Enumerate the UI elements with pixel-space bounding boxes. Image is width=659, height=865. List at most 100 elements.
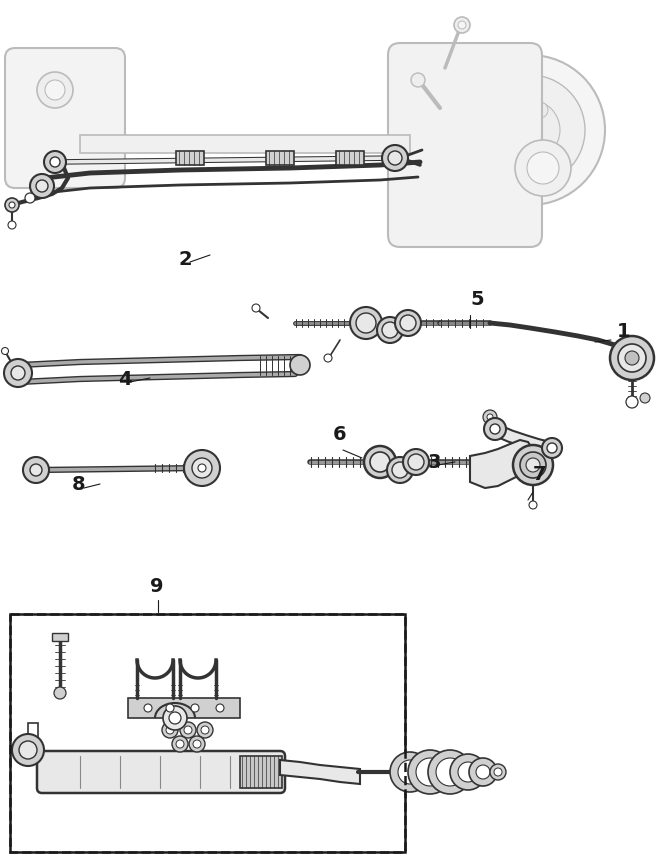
Bar [176,151,204,165]
Circle shape [198,464,206,472]
Circle shape [37,72,73,108]
Circle shape [542,438,562,458]
Circle shape [626,396,638,408]
Text: 8: 8 [72,475,86,494]
Circle shape [189,736,205,752]
Circle shape [184,726,192,734]
Circle shape [356,313,376,333]
Circle shape [500,100,560,160]
Circle shape [184,450,220,486]
Bar [240,756,282,788]
Bar [80,135,410,153]
Circle shape [416,758,444,786]
Circle shape [408,454,424,470]
Circle shape [515,140,571,196]
FancyBboxPatch shape [388,43,542,247]
Circle shape [450,754,486,790]
Bar [10,614,405,852]
Text: 4: 4 [118,370,132,389]
Circle shape [483,410,497,424]
Circle shape [382,145,408,171]
Bar [10,614,405,852]
Circle shape [5,198,19,212]
Circle shape [27,746,39,758]
Circle shape [197,722,213,738]
Circle shape [163,706,187,730]
Circle shape [392,462,408,478]
Circle shape [180,722,196,738]
Circle shape [469,758,497,786]
Circle shape [54,687,66,699]
Circle shape [625,351,639,365]
Circle shape [364,446,396,478]
Circle shape [490,424,500,434]
Circle shape [547,443,557,453]
Circle shape [193,740,201,748]
Circle shape [290,355,310,375]
Circle shape [382,322,398,338]
Circle shape [408,750,452,794]
Circle shape [166,704,174,712]
Circle shape [1,348,9,355]
Circle shape [458,21,466,29]
Circle shape [476,765,490,779]
Circle shape [9,202,15,208]
Circle shape [36,180,48,192]
Bar [266,151,294,165]
Circle shape [529,501,537,509]
Circle shape [350,307,382,339]
Circle shape [216,704,224,712]
Circle shape [201,726,209,734]
Circle shape [526,458,540,472]
Bar [336,151,364,165]
Circle shape [44,151,66,173]
Circle shape [513,445,553,485]
Circle shape [390,752,430,792]
Circle shape [144,704,152,712]
Circle shape [395,310,421,336]
Text: 5: 5 [470,290,484,309]
Circle shape [527,152,559,184]
Bar [28,723,38,745]
Text: 2: 2 [178,250,192,269]
Circle shape [403,449,429,475]
Circle shape [11,366,25,380]
Circle shape [192,458,212,478]
Circle shape [324,354,332,362]
Text: 1: 1 [617,322,631,341]
Circle shape [400,315,416,331]
Circle shape [8,221,16,229]
Circle shape [166,726,174,734]
Circle shape [428,750,472,794]
Text: 9: 9 [150,577,163,596]
Circle shape [370,452,390,472]
Circle shape [4,359,32,387]
Circle shape [377,317,403,343]
Text: 7: 7 [533,465,546,484]
Circle shape [23,457,49,483]
Circle shape [12,734,44,766]
Circle shape [411,73,425,87]
Circle shape [191,704,199,712]
Circle shape [436,758,464,786]
Circle shape [25,193,35,203]
Circle shape [387,457,413,483]
Circle shape [252,304,260,312]
Circle shape [475,75,585,185]
Circle shape [454,17,470,33]
Circle shape [169,712,181,724]
Circle shape [610,336,654,380]
Circle shape [45,80,65,100]
FancyBboxPatch shape [5,48,125,188]
FancyBboxPatch shape [37,751,285,793]
Circle shape [388,151,402,165]
Circle shape [640,393,650,403]
Circle shape [50,157,60,167]
Polygon shape [280,760,360,784]
Circle shape [19,741,37,759]
Circle shape [455,55,605,205]
Circle shape [494,768,502,776]
Circle shape [484,418,506,440]
Circle shape [398,760,422,784]
Circle shape [30,174,54,198]
